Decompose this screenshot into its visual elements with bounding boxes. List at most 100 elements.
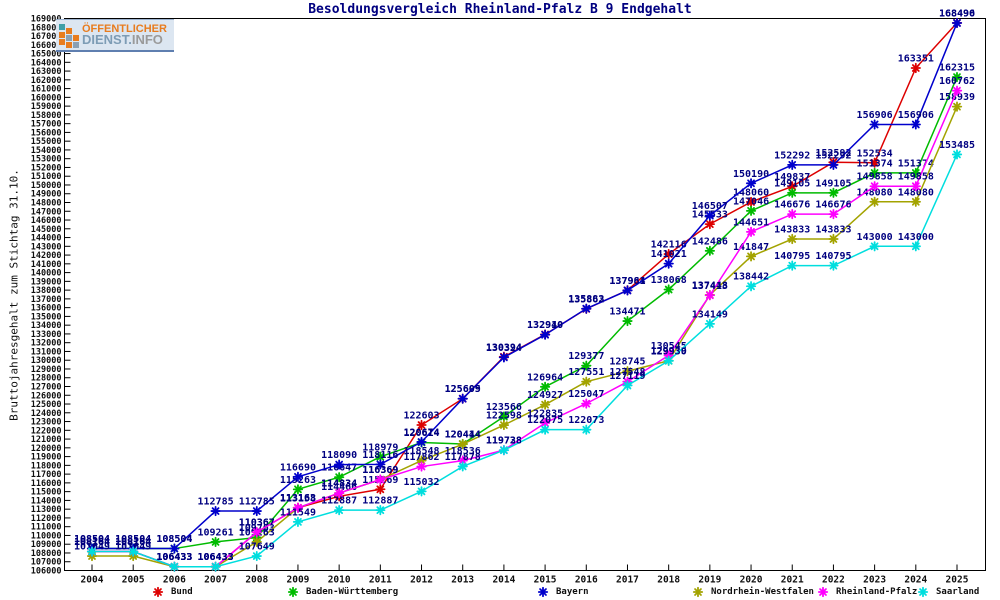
svg-text:123566: 123566 <box>486 402 522 413</box>
svg-text:136000: 136000 <box>31 304 62 314</box>
svg-text:150000: 150000 <box>31 181 62 191</box>
svg-text:140000: 140000 <box>31 269 62 279</box>
svg-text:148060: 148060 <box>733 187 769 198</box>
svg-text:127000: 127000 <box>31 383 62 393</box>
svg-text:116369: 116369 <box>362 465 398 476</box>
svg-text:127551: 127551 <box>568 367 604 378</box>
svg-text:129000: 129000 <box>31 365 62 375</box>
svg-text:117878: 117878 <box>445 452 481 463</box>
legend-label: Nordrhein-Westfalen <box>711 587 814 597</box>
svg-text:118979: 118979 <box>362 442 398 453</box>
legend-marker-icon <box>287 586 299 598</box>
svg-text:152292: 152292 <box>774 150 810 161</box>
svg-text:110367: 110367 <box>239 518 275 529</box>
svg-text:120000: 120000 <box>31 444 62 454</box>
svg-text:120444: 120444 <box>445 429 481 440</box>
svg-text:110367: 110367 <box>239 518 275 529</box>
svg-text:130324: 130324 <box>486 343 522 354</box>
svg-text:149858: 149858 <box>857 172 893 183</box>
svg-text:138000: 138000 <box>31 286 62 296</box>
svg-text:160762: 160762 <box>939 76 975 87</box>
svg-text:116369: 116369 <box>362 465 398 476</box>
legend-label: Bund <box>171 587 193 597</box>
svg-text:110000: 110000 <box>31 531 62 541</box>
legend-item-saarland: Saarland <box>915 585 979 599</box>
svg-text:106433: 106433 <box>198 552 234 563</box>
svg-text:125609: 125609 <box>445 384 481 395</box>
svg-text:148080: 148080 <box>857 187 893 198</box>
svg-text:138068: 138068 <box>651 275 687 286</box>
svg-text:134000: 134000 <box>31 321 62 331</box>
legend-marker-icon <box>917 586 929 598</box>
page-title: Besoldungsvergleich Rheinland-Pfalz B 9 … <box>308 2 692 17</box>
svg-text:108504: 108504 <box>74 534 110 545</box>
svg-text:146507: 146507 <box>692 201 728 212</box>
svg-text:142000: 142000 <box>31 251 62 261</box>
svg-text:141021: 141021 <box>651 249 687 260</box>
svg-text:161000: 161000 <box>31 85 62 95</box>
svg-text:143833: 143833 <box>774 225 810 236</box>
svg-text:138442: 138442 <box>733 272 769 283</box>
legend-label: Saarland <box>936 587 980 597</box>
svg-text:119738: 119738 <box>486 436 522 447</box>
svg-text:106433: 106433 <box>198 552 234 563</box>
svg-text:125605: 125605 <box>445 384 481 395</box>
svg-text:160000: 160000 <box>31 93 62 103</box>
svg-text:144000: 144000 <box>31 234 62 244</box>
svg-text:145000: 145000 <box>31 225 62 235</box>
svg-text:2007: 2007 <box>204 575 227 586</box>
svg-text:146000: 146000 <box>31 216 62 226</box>
svg-text:147046: 147046 <box>733 196 769 207</box>
svg-text:157000: 157000 <box>31 120 62 130</box>
legend-item-rheinland-pfalz: Rheinland-Pfalz <box>815 585 917 599</box>
svg-text:119000: 119000 <box>31 453 62 463</box>
logo-word-oeffentlicher: ÖFFENTLICHER <box>82 23 167 35</box>
svg-text:108504: 108504 <box>156 534 192 545</box>
svg-text:146676: 146676 <box>774 200 810 211</box>
legend-marker-icon <box>152 586 164 598</box>
svg-text:153000: 153000 <box>31 155 62 165</box>
svg-text:148000: 148000 <box>31 199 62 209</box>
svg-text:147000: 147000 <box>31 207 62 217</box>
svg-text:115000: 115000 <box>31 488 62 498</box>
svg-text:118536: 118536 <box>445 446 481 457</box>
svg-text:151374: 151374 <box>898 158 934 169</box>
svg-text:111000: 111000 <box>31 523 62 533</box>
svg-text:134149: 134149 <box>692 309 728 320</box>
svg-text:149105: 149105 <box>815 178 851 189</box>
legend-label: Bayern <box>556 587 589 597</box>
svg-text:137961: 137961 <box>609 276 645 287</box>
svg-text:113158: 113158 <box>280 493 316 504</box>
svg-text:137448: 137448 <box>692 280 728 291</box>
svg-text:144651: 144651 <box>733 217 769 228</box>
svg-text:109000: 109000 <box>31 540 62 550</box>
svg-text:141000: 141000 <box>31 260 62 270</box>
svg-text:112000: 112000 <box>31 514 62 524</box>
svg-text:148080: 148080 <box>898 187 934 198</box>
svg-text:134471: 134471 <box>609 307 645 318</box>
svg-text:2004: 2004 <box>81 575 104 586</box>
svg-text:122075: 122075 <box>527 415 563 426</box>
svg-text:2006: 2006 <box>163 575 186 586</box>
svg-text:127119: 127119 <box>609 371 645 382</box>
legend-item-baden-w-rttemberg: Baden-Württemberg <box>285 585 398 599</box>
svg-text:152000: 152000 <box>31 163 62 173</box>
svg-text:108164: 108164 <box>74 537 110 548</box>
svg-text:140795: 140795 <box>774 251 810 262</box>
svg-text:109261: 109261 <box>198 527 234 538</box>
svg-text:130545: 130545 <box>651 341 687 352</box>
svg-text:112785: 112785 <box>198 497 234 508</box>
oeffentlicher-dienst-logo[interactable]: ÖFFENTLICHER DIENST.INFO <box>56 19 174 52</box>
logo-info: INFO <box>131 32 163 47</box>
svg-text:123000: 123000 <box>31 418 62 428</box>
svg-text:107649: 107649 <box>239 542 275 553</box>
svg-text:169000: 169000 <box>31 15 62 25</box>
svg-text:2009: 2009 <box>287 575 310 586</box>
svg-text:2017: 2017 <box>616 575 639 586</box>
svg-text:137413: 137413 <box>692 281 728 292</box>
svg-text:108164: 108164 <box>115 537 151 548</box>
svg-text:128000: 128000 <box>31 374 62 384</box>
svg-text:2011: 2011 <box>369 575 392 586</box>
svg-text:106433: 106433 <box>198 552 234 563</box>
svg-text:106433: 106433 <box>156 552 192 563</box>
